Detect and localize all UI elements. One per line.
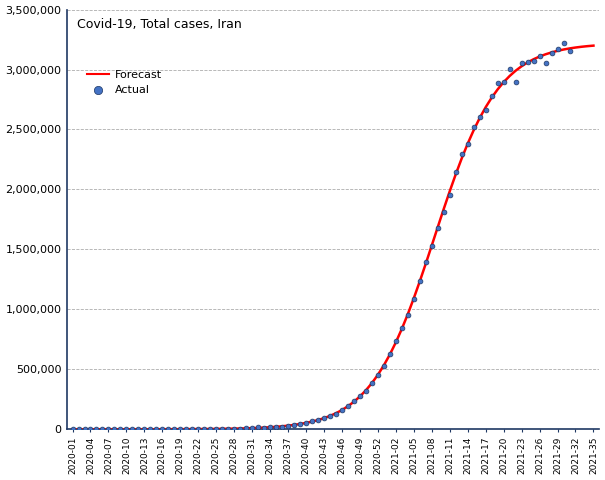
Actual: [169, 425, 179, 433]
Actual: [379, 362, 389, 370]
Actual: [188, 425, 197, 432]
Actual: [445, 191, 454, 198]
Actual: [265, 424, 275, 432]
Actual: [415, 277, 425, 285]
Actual: [433, 224, 443, 231]
Actual: [457, 150, 466, 158]
Forecast: [590, 43, 597, 48]
Forecast: [81, 426, 88, 432]
Forecast: [326, 413, 333, 419]
Actual: [547, 49, 557, 57]
Actual: [427, 242, 437, 250]
Actual: [373, 371, 383, 379]
Actual: [499, 79, 508, 86]
Actual: [564, 47, 574, 55]
Actual: [253, 424, 263, 432]
Actual: [206, 425, 215, 433]
Actual: [475, 113, 485, 120]
Actual: [223, 425, 233, 433]
Actual: [391, 337, 401, 345]
Actual: [194, 425, 203, 433]
Actual: [367, 379, 377, 387]
Actual: [409, 295, 419, 302]
Actual: [517, 59, 526, 67]
Actual: [463, 140, 473, 148]
Actual: [235, 425, 245, 432]
Actual: [80, 425, 90, 433]
Actual: [86, 425, 96, 433]
Actual: [397, 324, 407, 332]
Forecast: [374, 372, 382, 378]
Actual: [163, 425, 173, 433]
Actual: [487, 93, 497, 100]
Actual: [319, 414, 329, 422]
Actual: [505, 66, 514, 73]
Actual: [140, 425, 149, 433]
Actual: [511, 78, 520, 86]
Actual: [260, 424, 269, 432]
Actual: [541, 60, 551, 67]
Actual: [217, 425, 227, 432]
Actual: [211, 425, 221, 433]
Actual: [283, 422, 293, 430]
Actual: [469, 123, 479, 131]
Forecast: [554, 48, 561, 54]
Actual: [122, 425, 131, 433]
Actual: [229, 425, 239, 432]
Text: Covid-19, Total cases, Iran: Covid-19, Total cases, Iran: [77, 18, 242, 31]
Actual: [271, 423, 281, 431]
Actual: [313, 416, 323, 424]
Actual: [523, 58, 532, 66]
Actual: [289, 421, 299, 429]
Actual: [68, 425, 77, 433]
Actual: [349, 397, 359, 405]
Actual: [103, 425, 113, 433]
Actual: [337, 407, 347, 414]
Actual: [355, 393, 365, 400]
Actual: [439, 208, 448, 216]
Actual: [74, 425, 83, 433]
Actual: [247, 424, 257, 432]
Actual: [451, 168, 460, 176]
Forecast: [69, 426, 76, 432]
Actual: [200, 425, 209, 433]
Actual: [307, 418, 317, 425]
Actual: [295, 420, 305, 428]
Actual: [331, 410, 341, 418]
Actual: [493, 79, 503, 87]
Actual: [277, 423, 287, 431]
Actual: [134, 425, 143, 433]
Actual: [91, 425, 101, 433]
Actual: [175, 425, 185, 433]
Actual: [151, 425, 161, 433]
Actual: [421, 258, 431, 265]
Actual: [403, 312, 413, 319]
Actual: [535, 52, 545, 60]
Actual: [97, 425, 107, 433]
Actual: [361, 387, 371, 395]
Actual: [146, 425, 155, 433]
Actual: [553, 46, 563, 53]
Actual: [481, 106, 491, 114]
Actual: [128, 425, 137, 433]
Forecast: [212, 426, 220, 432]
Actual: [157, 425, 167, 433]
Actual: [343, 403, 353, 410]
Actual: [241, 425, 251, 432]
Actual: [529, 57, 538, 64]
Actual: [325, 412, 335, 420]
Actual: [301, 419, 311, 427]
Forecast: [218, 426, 226, 432]
Actual: [182, 425, 191, 433]
Actual: [558, 39, 568, 47]
Actual: [110, 425, 119, 433]
Actual: [116, 425, 125, 433]
Legend: Forecast, Actual: Forecast, Actual: [83, 65, 166, 100]
Actual: [385, 350, 394, 358]
Line: Forecast: Forecast: [73, 46, 594, 429]
